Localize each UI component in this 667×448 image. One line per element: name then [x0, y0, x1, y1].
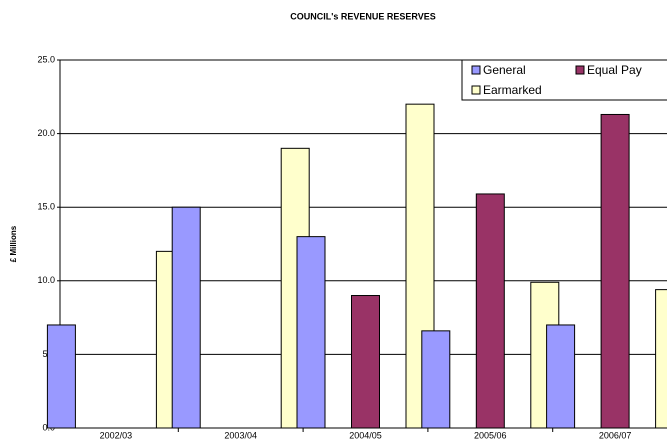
x-tick-label: 2003/04: [224, 430, 257, 440]
legend-box: [461, 59, 667, 101]
x-tick-label: 2004/05: [349, 430, 382, 440]
legend-swatch: [575, 65, 585, 75]
bar: [655, 289, 667, 429]
x-tick-label: 2002/03: [100, 430, 133, 440]
bar: [351, 295, 380, 429]
legend-label: Equal Pay: [587, 63, 642, 77]
legend-label: Earmarked: [483, 83, 542, 97]
y-tick-label: 15.0: [37, 202, 55, 212]
bar: [296, 236, 326, 429]
legend-label: General: [483, 63, 526, 77]
bar: [171, 206, 201, 429]
y-tick-label: 20.0: [37, 128, 55, 138]
bar: [421, 330, 451, 429]
bar: [46, 324, 76, 429]
chart-title: COUNCIL's REVENUE RESERVES: [290, 11, 436, 21]
bar: [600, 113, 630, 429]
y-tick-label: 10.0: [37, 275, 55, 285]
y-axis-label: £ Millions: [9, 225, 18, 262]
x-tick-label: 2006/07: [599, 430, 632, 440]
y-tick-label: 25.0: [37, 54, 55, 64]
legend-swatch: [471, 85, 481, 95]
bar: [546, 324, 576, 429]
bar: [475, 193, 505, 429]
x-tick-label: 2005/06: [474, 430, 507, 440]
legend-swatch: [471, 65, 481, 75]
